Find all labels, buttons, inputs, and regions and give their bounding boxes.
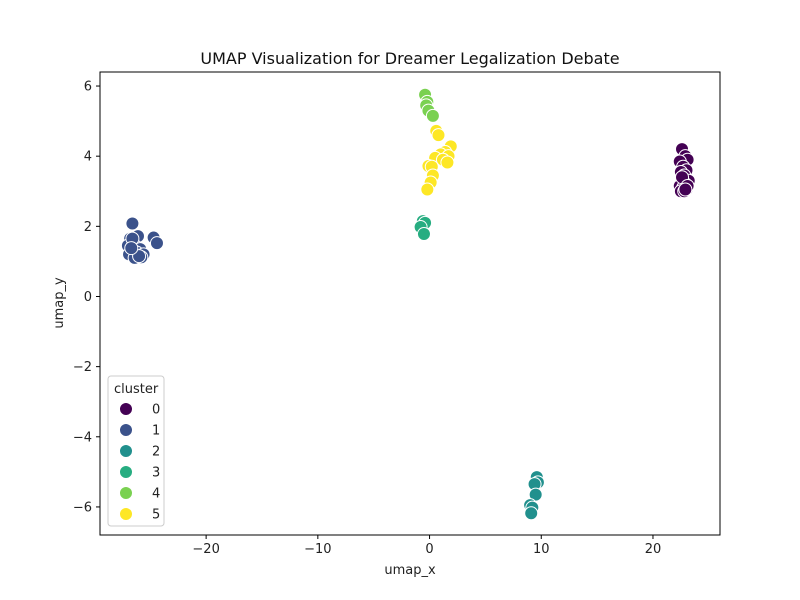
x-tick-label: 10 <box>533 542 550 557</box>
y-tick-label: 2 <box>84 220 92 235</box>
y-axis-label: umap_y <box>52 277 67 329</box>
data-point-cluster-0 <box>678 182 693 197</box>
data-point-cluster-2 <box>524 506 539 521</box>
legend-label-cluster-3: 3 <box>152 466 160 481</box>
x-tick-label: −20 <box>192 542 219 557</box>
legend-marker-cluster-3 <box>119 465 133 479</box>
y-tick-label: 6 <box>84 80 92 95</box>
legend-label-cluster-2: 2 <box>152 445 160 460</box>
x-axis: −20 −10 0 10 20 <box>192 535 661 557</box>
x-tick-label: 20 <box>645 542 662 557</box>
x-tick-label: −10 <box>304 542 331 557</box>
legend: cluster 0 1 2 3 4 5 <box>107 375 165 527</box>
data-point-cluster-5 <box>440 155 455 170</box>
data-point-cluster-1 <box>149 236 164 251</box>
legend-marker-cluster-2 <box>119 444 133 458</box>
legend-marker-cluster-0 <box>119 402 133 416</box>
legend-marker-cluster-1 <box>119 423 133 437</box>
legend-title: cluster <box>114 382 159 397</box>
y-tick-label: −4 <box>73 430 92 445</box>
plot-frame <box>99 71 721 536</box>
data-point-cluster-1 <box>124 241 139 256</box>
legend-label-cluster-5: 5 <box>152 508 160 523</box>
y-tick-label: −2 <box>73 360 92 375</box>
legend-label-cluster-0: 0 <box>152 403 160 418</box>
data-point-cluster-4 <box>425 108 440 123</box>
data-point-cluster-5 <box>431 128 446 143</box>
x-axis-label: umap_x <box>384 563 436 578</box>
y-tick-label: −6 <box>73 500 92 515</box>
data-point-cluster-1 <box>125 216 140 231</box>
data-point-cluster-5 <box>420 182 435 197</box>
legend-label-cluster-4: 4 <box>152 487 160 502</box>
legend-marker-cluster-4 <box>119 486 133 500</box>
legend-label-cluster-1: 1 <box>152 424 160 439</box>
legend-marker-cluster-5 <box>119 507 133 521</box>
y-tick-label: 0 <box>84 290 92 305</box>
y-axis: −6 −4 −2 0 2 4 6 <box>73 80 100 515</box>
y-tick-label: 4 <box>84 150 92 165</box>
points-layer <box>120 87 696 521</box>
chart-title: UMAP Visualization for Dreamer Legalizat… <box>200 49 619 68</box>
data-point-cluster-3 <box>416 227 431 242</box>
x-tick-label: 0 <box>425 542 433 557</box>
